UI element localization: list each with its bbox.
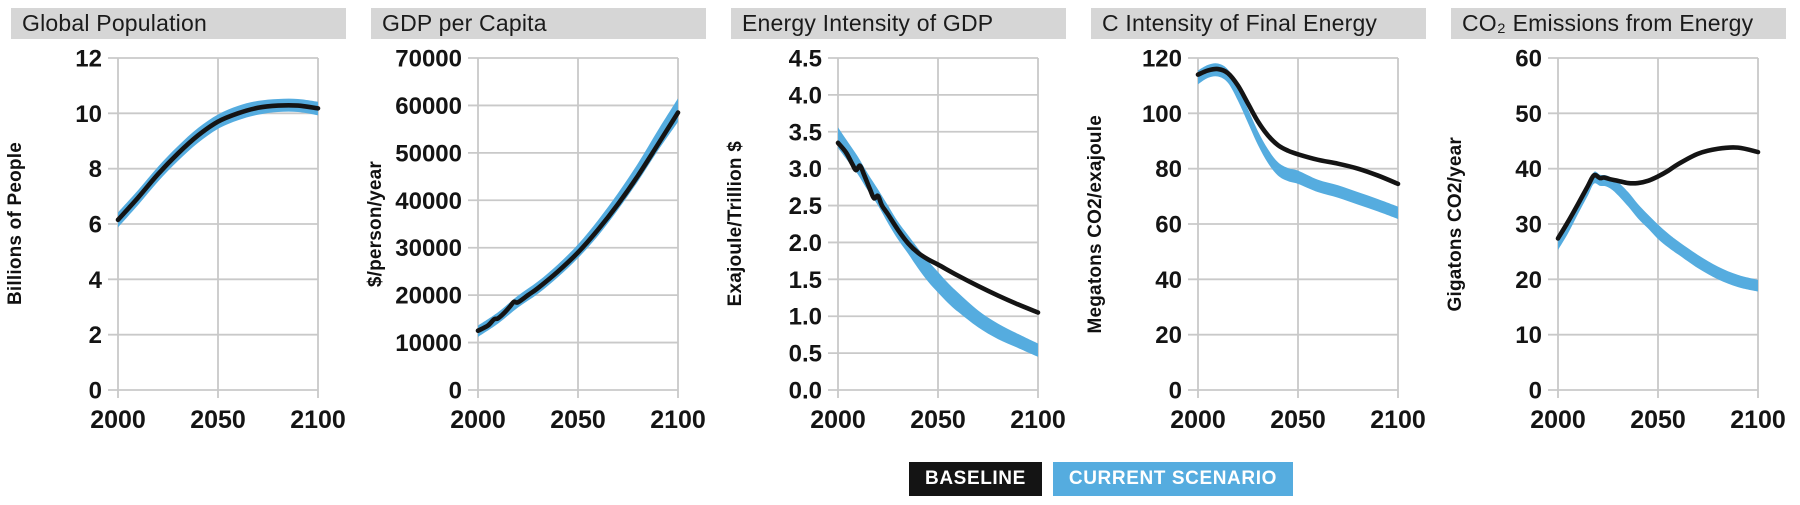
line-chart: 0 2 4 6 8 10 12 2000 2050 2100 [75,46,346,435]
series-line-baseline [1195,66,1401,187]
y-tick-label: 4.5 [789,46,822,73]
chart-title-bar: Energy Intensity of GDP [731,8,1066,39]
y-tick-label: 60 [1515,46,1542,73]
line-chart: 0 20 40 60 80 100 120 2000 2050 2100 [1142,46,1426,435]
y-tick-label: 3.0 [789,156,822,183]
panel-gdp-per-capita: GDP per Capita $/person/year 0 10000 20000… [360,0,720,452]
x-tick-label: 2000 [450,406,506,434]
series-band-current-scenario [118,98,318,228]
legend-current-scenario-chip: CURRENT SCENARIO [1052,461,1293,496]
x-tick-label: 2100 [1010,406,1066,434]
y-tick-label: 10 [75,101,102,128]
chart-title: Energy Intensity of GDP [742,10,994,36]
y-tick-label: 20 [1155,322,1182,349]
chart-title: CO₂ Emissions from Energy [1462,10,1754,36]
series-band-current-scenario [478,98,678,337]
x-tick-label: 2100 [290,406,346,434]
y-tick-label: 70000 [395,46,462,73]
x-tick-label: 2050 [190,406,246,434]
y-tick-label: 8 [89,156,102,183]
x-tick-label: 2100 [1730,406,1786,434]
y-tick-label: 2 [89,322,102,349]
y-tick-label: 2.5 [789,193,822,220]
y-tick-label: 40 [1155,267,1182,294]
chart-title-bar: CO₂ Emissions from Energy [1451,8,1786,39]
y-tick-label: 6 [89,212,102,239]
line-chart: 0 10 20 30 40 50 60 2000 2050 2100 [1515,46,1786,435]
y-tick-label: 0.5 [789,341,822,368]
y-tick-label: 0.0 [789,378,822,405]
series-band-current-scenario [1558,171,1758,292]
series-line-baseline [1555,145,1761,241]
chart-title-bar: Global Population [11,8,346,39]
y-tick-label: 50000 [395,140,462,167]
series-line-baseline [475,110,681,334]
panel-co2-emissions: CO₂ Emissions from Energy Gigatons CO2/y… [1440,0,1800,452]
y-tick-label: 40000 [395,188,462,215]
series-band-current-scenario [1198,63,1398,220]
x-tick-label: 2000 [1530,406,1586,434]
x-tick-label: 2000 [1170,406,1226,434]
legend-baseline-chip: BASELINE [909,461,1042,496]
y-tick-label: 0 [449,378,462,405]
y-tick-label: 3.5 [789,119,822,146]
y-tick-label: 0 [1529,378,1542,405]
y-tick-label: 20000 [395,283,462,310]
series-line-baseline [835,140,1041,315]
y-tick-label: 1.5 [789,267,822,294]
y-tick-label: 60000 [395,93,462,120]
y-tick-label: 100 [1142,101,1182,128]
y-tick-label: 50 [1515,101,1542,128]
y-tick-label: 12 [75,46,102,73]
y-tick-label: 120 [1142,46,1182,73]
y-tick-label: 1.0 [789,304,822,331]
chart-title: Global Population [22,10,207,36]
chart-title-bar: C Intensity of Final Energy [1091,8,1426,39]
x-tick-label: 2100 [650,406,706,434]
y-tick-label: 10 [1515,322,1542,349]
panel-energy-intensity: Energy Intensity of GDP Exajoule/Trillio… [720,0,1080,452]
y-tick-label: 10000 [395,330,462,357]
y-tick-label: 80 [1155,156,1182,183]
x-tick-label: 2050 [1270,406,1326,434]
y-tick-label: 30 [1515,212,1542,239]
legend: BASELINE CURRENT SCENARIO [201,452,1800,505]
y-tick-label: 40 [1515,156,1542,183]
y-tick-label: 20 [1515,267,1542,294]
x-tick-label: 2050 [550,406,606,434]
chart-title-bar: GDP per Capita [371,8,706,39]
x-tick-label: 2100 [1370,406,1426,434]
line-chart: 0.0 0.5 1.0 1.5 2.0 2.5 3.0 3.5 4.0 4.5 2000 2050 21… [789,46,1066,435]
x-tick-label: 2000 [90,406,146,434]
x-tick-label: 2000 [810,406,866,434]
y-tick-label: 4.0 [789,82,822,109]
line-chart: 0 10000 20000 30000 40000 50000 60000 70000 2000… [395,46,706,435]
x-tick-label: 2050 [910,406,966,434]
y-tick-label: 60 [1155,212,1182,239]
y-tick-label: 30000 [395,235,462,262]
y-tick-label: 4 [89,267,103,294]
x-tick-label: 2050 [1630,406,1686,434]
y-tick-label: 0 [89,378,102,405]
chart-title: C Intensity of Final Energy [1102,10,1378,36]
chart-title: GDP per Capita [382,10,547,36]
y-tick-label: 0 [1169,378,1182,405]
panel-c-intensity: C Intensity of Final Energy Megatons CO2… [1080,0,1440,452]
series-line-baseline [115,102,321,223]
y-tick-label: 2.0 [789,230,822,257]
